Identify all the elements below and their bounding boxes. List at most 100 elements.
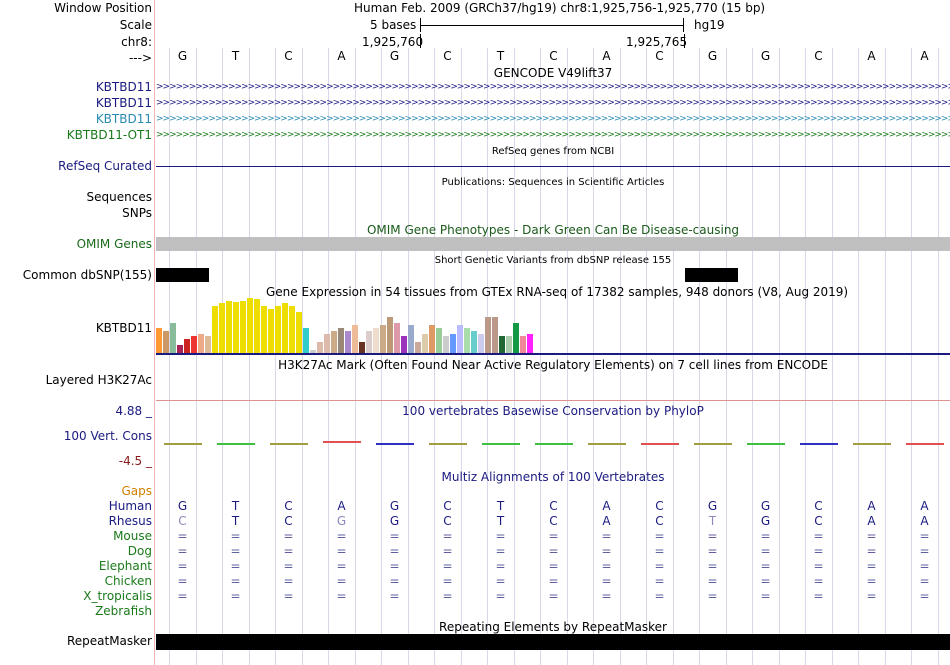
- h3k27ac-label[interactable]: Layered H3K27Ac: [45, 373, 152, 387]
- omim-label[interactable]: OMIM Genes: [76, 237, 152, 251]
- phylop-score-mark[interactable]: [217, 443, 255, 445]
- multiz-species-label[interactable]: Rhesus: [108, 514, 152, 528]
- gtex-tissue-bar[interactable]: [247, 298, 253, 353]
- gtex-label[interactable]: KBTBD11: [95, 321, 152, 335]
- gtex-tissue-bar[interactable]: [499, 336, 505, 353]
- gtex-tissue-bar[interactable]: [408, 325, 414, 353]
- gtex-tissue-bar[interactable]: [338, 328, 344, 353]
- dbsnp-variant-2[interactable]: [685, 268, 738, 282]
- gencode-track-label[interactable]: KBTBD11: [95, 80, 152, 94]
- gtex-tissue-bar[interactable]: [212, 306, 218, 353]
- gtex-tissue-bar[interactable]: [324, 334, 330, 353]
- gtex-tissue-bar[interactable]: [492, 317, 498, 353]
- gencode-gene-arrows[interactable]: >>>>>>>>>>>>>>>>>>>>>>>>>>>>>>>>>>>>>>>>…: [156, 131, 950, 140]
- gtex-tissue-bar[interactable]: [240, 301, 246, 353]
- gtex-tissue-bar[interactable]: [317, 342, 323, 353]
- gtex-tissue-bar[interactable]: [527, 334, 533, 353]
- phylop-score-mark[interactable]: [429, 443, 467, 445]
- multiz-species-label[interactable]: Chicken: [104, 574, 152, 588]
- gtex-tissue-bar[interactable]: [310, 350, 316, 353]
- gtex-tissue-bar[interactable]: [457, 325, 463, 353]
- gencode-track-label[interactable]: KBTBD11: [95, 96, 152, 110]
- gtex-tissue-bar[interactable]: [380, 325, 386, 353]
- gtex-tissue-bar[interactable]: [373, 328, 379, 353]
- multiz-species-label[interactable]: Elephant: [98, 559, 152, 573]
- gtex-tissue-bar[interactable]: [345, 331, 351, 353]
- gtex-tissue-bar[interactable]: [422, 334, 428, 353]
- gtex-tissue-bar[interactable]: [303, 328, 309, 353]
- gtex-tissue-bar[interactable]: [275, 306, 281, 353]
- gtex-tissue-bar[interactable]: [436, 328, 442, 353]
- gtex-tissue-bar[interactable]: [198, 334, 204, 353]
- gtex-tissue-bar[interactable]: [205, 336, 211, 353]
- multiz-species-label[interactable]: X_tropicalis: [83, 589, 152, 603]
- dbsnp-label[interactable]: Common dbSNP(155): [22, 268, 152, 282]
- phylop-score-mark[interactable]: [270, 443, 308, 445]
- gtex-tissue-bar[interactable]: [415, 342, 421, 353]
- gtex-tissue-bar[interactable]: [219, 303, 225, 353]
- publications-snps-label[interactable]: SNPs: [122, 206, 152, 220]
- phylop-score-mark[interactable]: [588, 443, 626, 445]
- phylop-score-mark[interactable]: [482, 443, 520, 445]
- gtex-tissue-bar[interactable]: [450, 334, 456, 353]
- phylop-score-mark[interactable]: [694, 443, 732, 445]
- gtex-tissue-bar[interactable]: [352, 325, 358, 353]
- phylop-signal[interactable]: [156, 438, 950, 452]
- dbsnp-variant-1[interactable]: [156, 268, 209, 282]
- gencode-gene-arrows[interactable]: >>>>>>>>>>>>>>>>>>>>>>>>>>>>>>>>>>>>>>>>…: [156, 99, 950, 108]
- gtex-tissue-bar[interactable]: [296, 312, 302, 353]
- phylop-score-mark[interactable]: [376, 443, 414, 445]
- omim-feature-bar[interactable]: [156, 237, 950, 251]
- gtex-tissue-bar[interactable]: [233, 302, 239, 353]
- multiz-species-label[interactable]: Human: [108, 499, 152, 513]
- phylop-score-mark[interactable]: [853, 443, 891, 445]
- phylop-score-mark[interactable]: [906, 443, 944, 445]
- gtex-tissue-bar[interactable]: [513, 323, 519, 353]
- gtex-tissue-bar[interactable]: [387, 317, 393, 353]
- phylop-score-mark[interactable]: [323, 441, 361, 443]
- phylop-label[interactable]: 100 Vert. Cons: [63, 429, 152, 443]
- gtex-bar-chart[interactable]: [156, 298, 536, 353]
- multiz-species-label[interactable]: Zebrafish: [95, 604, 152, 618]
- repeatmasker-feature-bar[interactable]: [156, 634, 950, 650]
- phylop-score-mark[interactable]: [800, 443, 838, 445]
- gtex-tissue-bar[interactable]: [184, 339, 190, 353]
- phylop-score-mark[interactable]: [641, 443, 679, 445]
- gtex-tissue-bar[interactable]: [520, 336, 526, 353]
- gtex-tissue-bar[interactable]: [478, 334, 484, 353]
- gtex-tissue-bar[interactable]: [289, 306, 295, 353]
- gtex-tissue-bar[interactable]: [254, 299, 260, 353]
- gencode-track-label[interactable]: KBTBD11-OT1: [66, 128, 152, 142]
- gtex-tissue-bar[interactable]: [268, 309, 274, 353]
- multiz-species-label[interactable]: Mouse: [113, 529, 152, 543]
- gtex-tissue-bar[interactable]: [401, 336, 407, 353]
- gtex-tissue-bar[interactable]: [506, 336, 512, 353]
- multiz-species-label[interactable]: Dog: [127, 544, 152, 558]
- gtex-tissue-bar[interactable]: [485, 317, 491, 353]
- phylop-score-mark[interactable]: [164, 443, 202, 445]
- gtex-tissue-bar[interactable]: [177, 345, 183, 353]
- phylop-score-mark[interactable]: [535, 443, 573, 445]
- gtex-tissue-bar[interactable]: [261, 306, 267, 353]
- gtex-tissue-bar[interactable]: [331, 331, 337, 353]
- gtex-tissue-bar[interactable]: [359, 342, 365, 353]
- gencode-gene-arrows[interactable]: >>>>>>>>>>>>>>>>>>>>>>>>>>>>>>>>>>>>>>>>…: [156, 115, 950, 124]
- gtex-tissue-bar[interactable]: [282, 303, 288, 353]
- gtex-tissue-bar[interactable]: [394, 323, 400, 353]
- gtex-tissue-bar[interactable]: [170, 323, 176, 353]
- gtex-tissue-bar[interactable]: [429, 325, 435, 353]
- refseq-label[interactable]: RefSeq Curated: [58, 159, 152, 173]
- gtex-tissue-bar[interactable]: [226, 301, 232, 353]
- gencode-track-label[interactable]: KBTBD11: [95, 112, 152, 126]
- gtex-tissue-bar[interactable]: [366, 331, 372, 353]
- gtex-tissue-bar[interactable]: [443, 336, 449, 353]
- gtex-tissue-bar[interactable]: [163, 331, 169, 353]
- gtex-tissue-bar[interactable]: [156, 328, 162, 353]
- gtex-tissue-bar[interactable]: [464, 328, 470, 353]
- publications-sequences-label[interactable]: Sequences: [86, 190, 152, 204]
- phylop-score-mark[interactable]: [747, 443, 785, 445]
- gtex-tissue-bar[interactable]: [191, 336, 197, 353]
- repeatmasker-label[interactable]: RepeatMasker: [66, 634, 152, 648]
- gtex-tissue-bar[interactable]: [471, 331, 477, 353]
- multiz-gaps-label[interactable]: Gaps: [121, 484, 152, 498]
